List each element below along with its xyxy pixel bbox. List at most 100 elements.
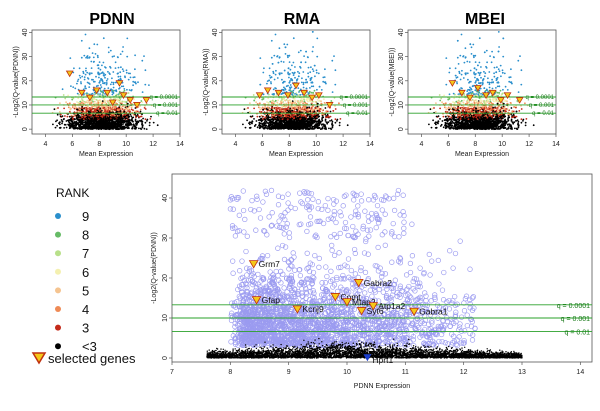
panel-title: RMA: [284, 11, 321, 28]
x-tick-label: 12: [525, 141, 533, 148]
selected-gene-marker: [342, 298, 352, 307]
panel-main: q = 0.0001 q = 0.001 q = 0.01 Grm7 Gfap Kcnj9…: [151, 173, 593, 390]
panel-pdnn: PDNN q = 0.0001 q = 0.001 q = 0.01 4 6 8 10 12 1…: [13, 11, 184, 158]
legend-swatch: [55, 287, 61, 294]
scatter-points: [241, 31, 349, 131]
gene-label: Comt: [340, 292, 361, 302]
selected-gene-marker: [356, 307, 367, 316]
y-axis-label: -Log2(Q-value(PDNN)): [151, 232, 158, 304]
gene-label: Mtap2: [352, 297, 376, 307]
x-tick-label: 10: [312, 141, 320, 148]
highlight-gene-marker: [363, 354, 372, 362]
selected-gene-marker: [292, 82, 300, 90]
selected-gene-marker: [503, 92, 512, 99]
gene-label: Syt6: [367, 306, 384, 316]
selected-gene-marker: [85, 94, 94, 102]
x-tick-label: 10: [498, 141, 506, 148]
x-tick-label: 8: [97, 141, 101, 148]
selected-gene-marker: [251, 296, 262, 305]
selected-gene-marker: [330, 293, 341, 302]
selected-gene-marker: [353, 279, 364, 288]
y-tick-label: 10: [398, 101, 405, 109]
legend-swatch: [55, 306, 61, 312]
selected-gene-marker: [115, 80, 124, 87]
selected-gene-marker: [248, 260, 259, 269]
x-tick-label: 12: [339, 141, 347, 148]
x-tick-label: 4: [44, 141, 48, 148]
legend-swatch: [55, 343, 61, 350]
legend-label: <3: [82, 339, 97, 354]
y-tick-label: 20: [162, 274, 169, 282]
selected-gene-marker: [314, 92, 323, 99]
threshold-label: q = 0.001: [561, 316, 590, 323]
x-tick-label: 14: [576, 369, 584, 376]
plot-frame: [221, 29, 371, 135]
selected-gene-marker: [133, 102, 141, 109]
selected-gene-marker: [119, 92, 128, 99]
x-axis-label: Mean Expression: [79, 151, 133, 158]
selected-gene-marker: [474, 85, 482, 92]
y-tick-label: 30: [398, 53, 405, 61]
legend-label: 9: [82, 209, 89, 224]
panel-title: PDNN: [89, 11, 134, 28]
scatter-points: [206, 187, 523, 359]
legend-swatch: [55, 250, 61, 257]
y-axis-label: -Log2(Q-value(RMA)): [203, 48, 210, 115]
gene-label: Hprt1: [372, 355, 393, 365]
gene-label: Gfap: [262, 295, 281, 305]
threshold-label: q = 0.001: [153, 103, 179, 109]
panel-rma: RMA q = 0.0001 q = 0.001 q = 0.01 4 6 8 10 12 14…: [203, 11, 374, 158]
x-tick-label: 10: [343, 369, 351, 376]
y-tick-label: 0: [398, 127, 405, 131]
selected-gene-marker: [126, 97, 135, 104]
x-tick-label: 14: [176, 141, 184, 148]
legend-label: 6: [82, 265, 89, 280]
plot-frame: [31, 29, 181, 135]
selected-gene-marker: [142, 97, 151, 104]
x-tick-label: 8: [287, 141, 291, 148]
y-tick-label: 40: [162, 194, 169, 202]
x-tick-label: 14: [366, 141, 374, 148]
selected-gene-marker: [496, 97, 505, 104]
legend-selected-swatch: [31, 352, 47, 365]
y-tick-label: 30: [22, 53, 29, 61]
plot-frame: [407, 29, 557, 135]
y-tick-label: 20: [398, 77, 405, 85]
selected-gene-marker: [77, 89, 86, 97]
legend-label: 5: [82, 283, 89, 298]
threshold-label: q = 0.001: [529, 103, 555, 109]
selected-gene-marker: [482, 92, 490, 99]
selected-gene-marker: [284, 92, 292, 99]
x-tick-label: 13: [518, 369, 526, 376]
selected-gene-marker: [457, 89, 466, 97]
selected-gene-marker: [448, 80, 457, 87]
gene-label: Gabra1: [419, 307, 448, 317]
selected-gene-marker: [255, 92, 264, 99]
y-tick-label: 0: [162, 356, 169, 360]
y-tick-label: 40: [398, 28, 405, 36]
x-tick-label: 10: [122, 141, 130, 148]
x-tick-label: 12: [460, 369, 468, 376]
plot-frame: [171, 173, 593, 363]
x-tick-label: 4: [234, 141, 238, 148]
threshold-label: q = 0.0001: [149, 95, 178, 101]
selected-gene-marker: [488, 89, 497, 97]
selected-gene-marker: [308, 94, 317, 102]
selected-gene-marker: [515, 97, 524, 104]
x-axis-label: Mean Expression: [269, 151, 323, 158]
x-tick-label: 12: [149, 141, 157, 148]
x-tick-label: 11: [402, 369, 409, 376]
selected-gene-marker: [65, 70, 74, 78]
y-axis-label: -Log2(Q-value(MBEI)): [389, 48, 396, 117]
threshold-label: q = 0.01: [565, 330, 591, 337]
legend-swatch: [55, 231, 61, 238]
threshold-label: q = 0.001: [343, 103, 369, 109]
y-tick-label: 10: [162, 314, 169, 322]
x-tick-label: 6: [446, 141, 450, 148]
selected-gene-marker: [274, 89, 283, 97]
y-tick-label: 20: [212, 77, 219, 85]
selected-gene-marker: [409, 307, 419, 317]
legend-label: 7: [82, 246, 89, 261]
y-tick-label: 0: [212, 127, 219, 131]
